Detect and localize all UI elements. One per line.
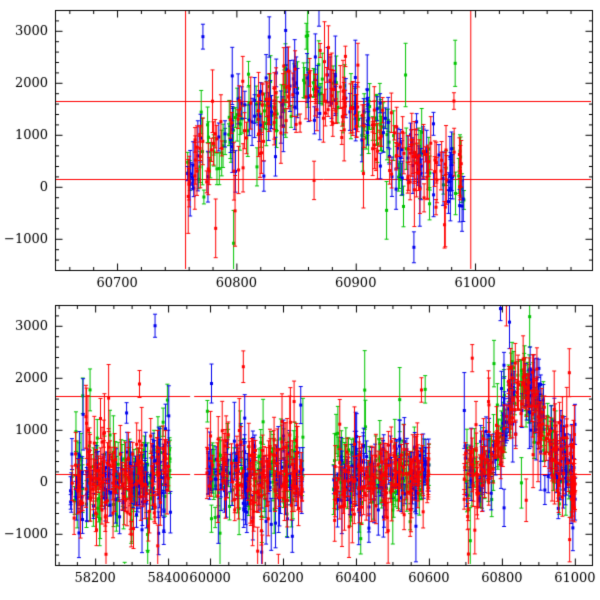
light-curve-chart-canvas (0, 0, 600, 600)
light-curve-figure (0, 0, 600, 600)
